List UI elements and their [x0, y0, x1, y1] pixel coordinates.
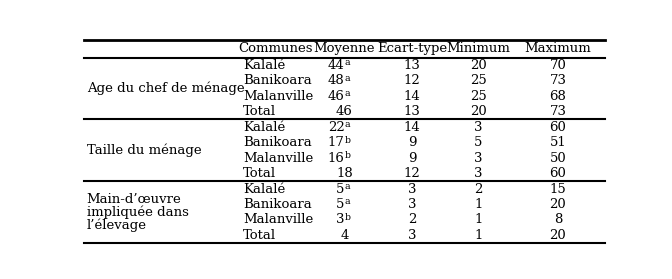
Text: 60: 60 — [550, 121, 566, 134]
Text: Malanville: Malanville — [243, 90, 313, 103]
Text: 8: 8 — [554, 213, 562, 227]
Text: Taille du ménage: Taille du ménage — [87, 144, 201, 157]
Text: 1: 1 — [474, 198, 482, 211]
Text: 25: 25 — [470, 74, 487, 87]
Text: Maximum: Maximum — [525, 42, 591, 55]
Text: Banikoara: Banikoara — [243, 198, 312, 211]
Text: Main-d’œuvre: Main-d’œuvre — [87, 193, 181, 206]
Text: 22: 22 — [328, 121, 345, 134]
Text: 2: 2 — [408, 213, 416, 227]
Text: Malanville: Malanville — [243, 151, 313, 165]
Text: a: a — [345, 58, 350, 67]
Text: Banikoara: Banikoara — [243, 74, 312, 87]
Text: 73: 73 — [550, 74, 566, 87]
Text: 3: 3 — [408, 198, 417, 211]
Text: Minimum: Minimum — [447, 42, 511, 55]
Text: 1: 1 — [474, 229, 482, 242]
Text: Malanville: Malanville — [243, 213, 313, 227]
Text: 9: 9 — [408, 151, 417, 165]
Text: Age du chef de ménage: Age du chef de ménage — [87, 82, 244, 95]
Text: 5: 5 — [336, 198, 345, 211]
Text: 3: 3 — [408, 229, 417, 242]
Text: l’élevage: l’élevage — [87, 219, 146, 232]
Text: 13: 13 — [404, 59, 421, 72]
Text: 50: 50 — [550, 151, 566, 165]
Text: 16: 16 — [327, 151, 345, 165]
Text: 1: 1 — [474, 213, 482, 227]
Text: Banikoara: Banikoara — [243, 136, 312, 149]
Text: 4: 4 — [340, 229, 349, 242]
Text: a: a — [345, 198, 350, 206]
Text: 25: 25 — [470, 90, 487, 103]
Text: Total: Total — [243, 167, 276, 180]
Text: Kalalé: Kalalé — [243, 59, 285, 72]
Text: Kalalé: Kalalé — [243, 121, 285, 134]
Text: 73: 73 — [550, 105, 566, 118]
Text: 18: 18 — [336, 167, 353, 180]
Text: Communes: Communes — [238, 42, 312, 55]
Text: a: a — [345, 89, 350, 98]
Text: 60: 60 — [550, 167, 566, 180]
Text: 48: 48 — [328, 74, 345, 87]
Text: 3: 3 — [474, 167, 482, 180]
Text: 70: 70 — [550, 59, 566, 72]
Text: 13: 13 — [404, 105, 421, 118]
Text: Moyenne: Moyenne — [314, 42, 375, 55]
Text: 14: 14 — [404, 121, 421, 134]
Text: 20: 20 — [550, 229, 566, 242]
Text: 2: 2 — [474, 182, 482, 196]
Text: 20: 20 — [470, 105, 487, 118]
Text: 20: 20 — [470, 59, 487, 72]
Text: b: b — [345, 213, 350, 222]
Text: 3: 3 — [474, 121, 482, 134]
Text: 14: 14 — [404, 90, 421, 103]
Text: 20: 20 — [550, 198, 566, 211]
Text: 46: 46 — [336, 105, 353, 118]
Text: Total: Total — [243, 229, 276, 242]
Text: a: a — [345, 182, 350, 191]
Text: 51: 51 — [550, 136, 566, 149]
Text: Kalalé: Kalalé — [243, 182, 285, 196]
Text: b: b — [345, 151, 350, 160]
Text: 68: 68 — [550, 90, 566, 103]
Text: 5: 5 — [474, 136, 482, 149]
Text: a: a — [345, 120, 350, 129]
Text: b: b — [345, 136, 350, 145]
Text: 9: 9 — [408, 136, 417, 149]
Text: Total: Total — [243, 105, 276, 118]
Text: Ecart-type: Ecart-type — [377, 42, 447, 55]
Text: 3: 3 — [336, 213, 345, 227]
Text: 44: 44 — [328, 59, 345, 72]
Text: 12: 12 — [404, 167, 421, 180]
Text: impliquée dans: impliquée dans — [87, 205, 188, 219]
Text: 15: 15 — [550, 182, 566, 196]
Text: 46: 46 — [327, 90, 345, 103]
Text: 3: 3 — [474, 151, 482, 165]
Text: 5: 5 — [336, 182, 345, 196]
Text: a: a — [345, 74, 350, 83]
Text: 17: 17 — [327, 136, 345, 149]
Text: 12: 12 — [404, 74, 421, 87]
Text: 3: 3 — [408, 182, 417, 196]
